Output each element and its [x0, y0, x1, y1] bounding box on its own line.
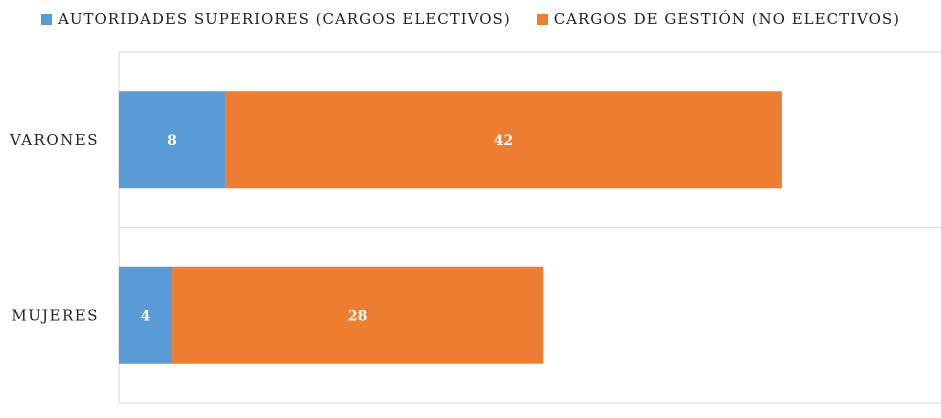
legend-item-gestion: CARGOS DE GESTIÓN (NO ELECTIVOS)	[536, 10, 900, 28]
legend-label-autoridades: AUTORIDADES SUPERIORES (CARGOS ELECTIVOS…	[58, 10, 511, 28]
chart-legend: AUTORIDADES SUPERIORES (CARGOS ELECTIVOS…	[0, 10, 941, 28]
data-label-varones-series-0: 8	[167, 133, 177, 149]
legend-swatch-gestion	[536, 13, 548, 25]
category-label-varones: VARONES	[9, 131, 99, 149]
category-label-mujeres: MUJERES	[11, 306, 99, 324]
legend-swatch-autoridades	[41, 13, 52, 25]
bar-mujeres-series-1	[172, 266, 544, 364]
data-label-mujeres-series-1: 28	[348, 308, 367, 324]
bar-varones-series-1	[225, 91, 782, 189]
bar-mujeres-series-0	[119, 266, 173, 364]
legend-label-gestion: CARGOS DE GESTIÓN (NO ELECTIVOS)	[553, 10, 900, 28]
data-label-varones-series-1: 42	[494, 133, 513, 149]
bar-varones-series-0	[119, 91, 226, 189]
legend-item-autoridades: AUTORIDADES SUPERIORES (CARGOS ELECTIVOS…	[41, 10, 511, 28]
data-label-mujeres-series-0: 4	[141, 308, 151, 324]
